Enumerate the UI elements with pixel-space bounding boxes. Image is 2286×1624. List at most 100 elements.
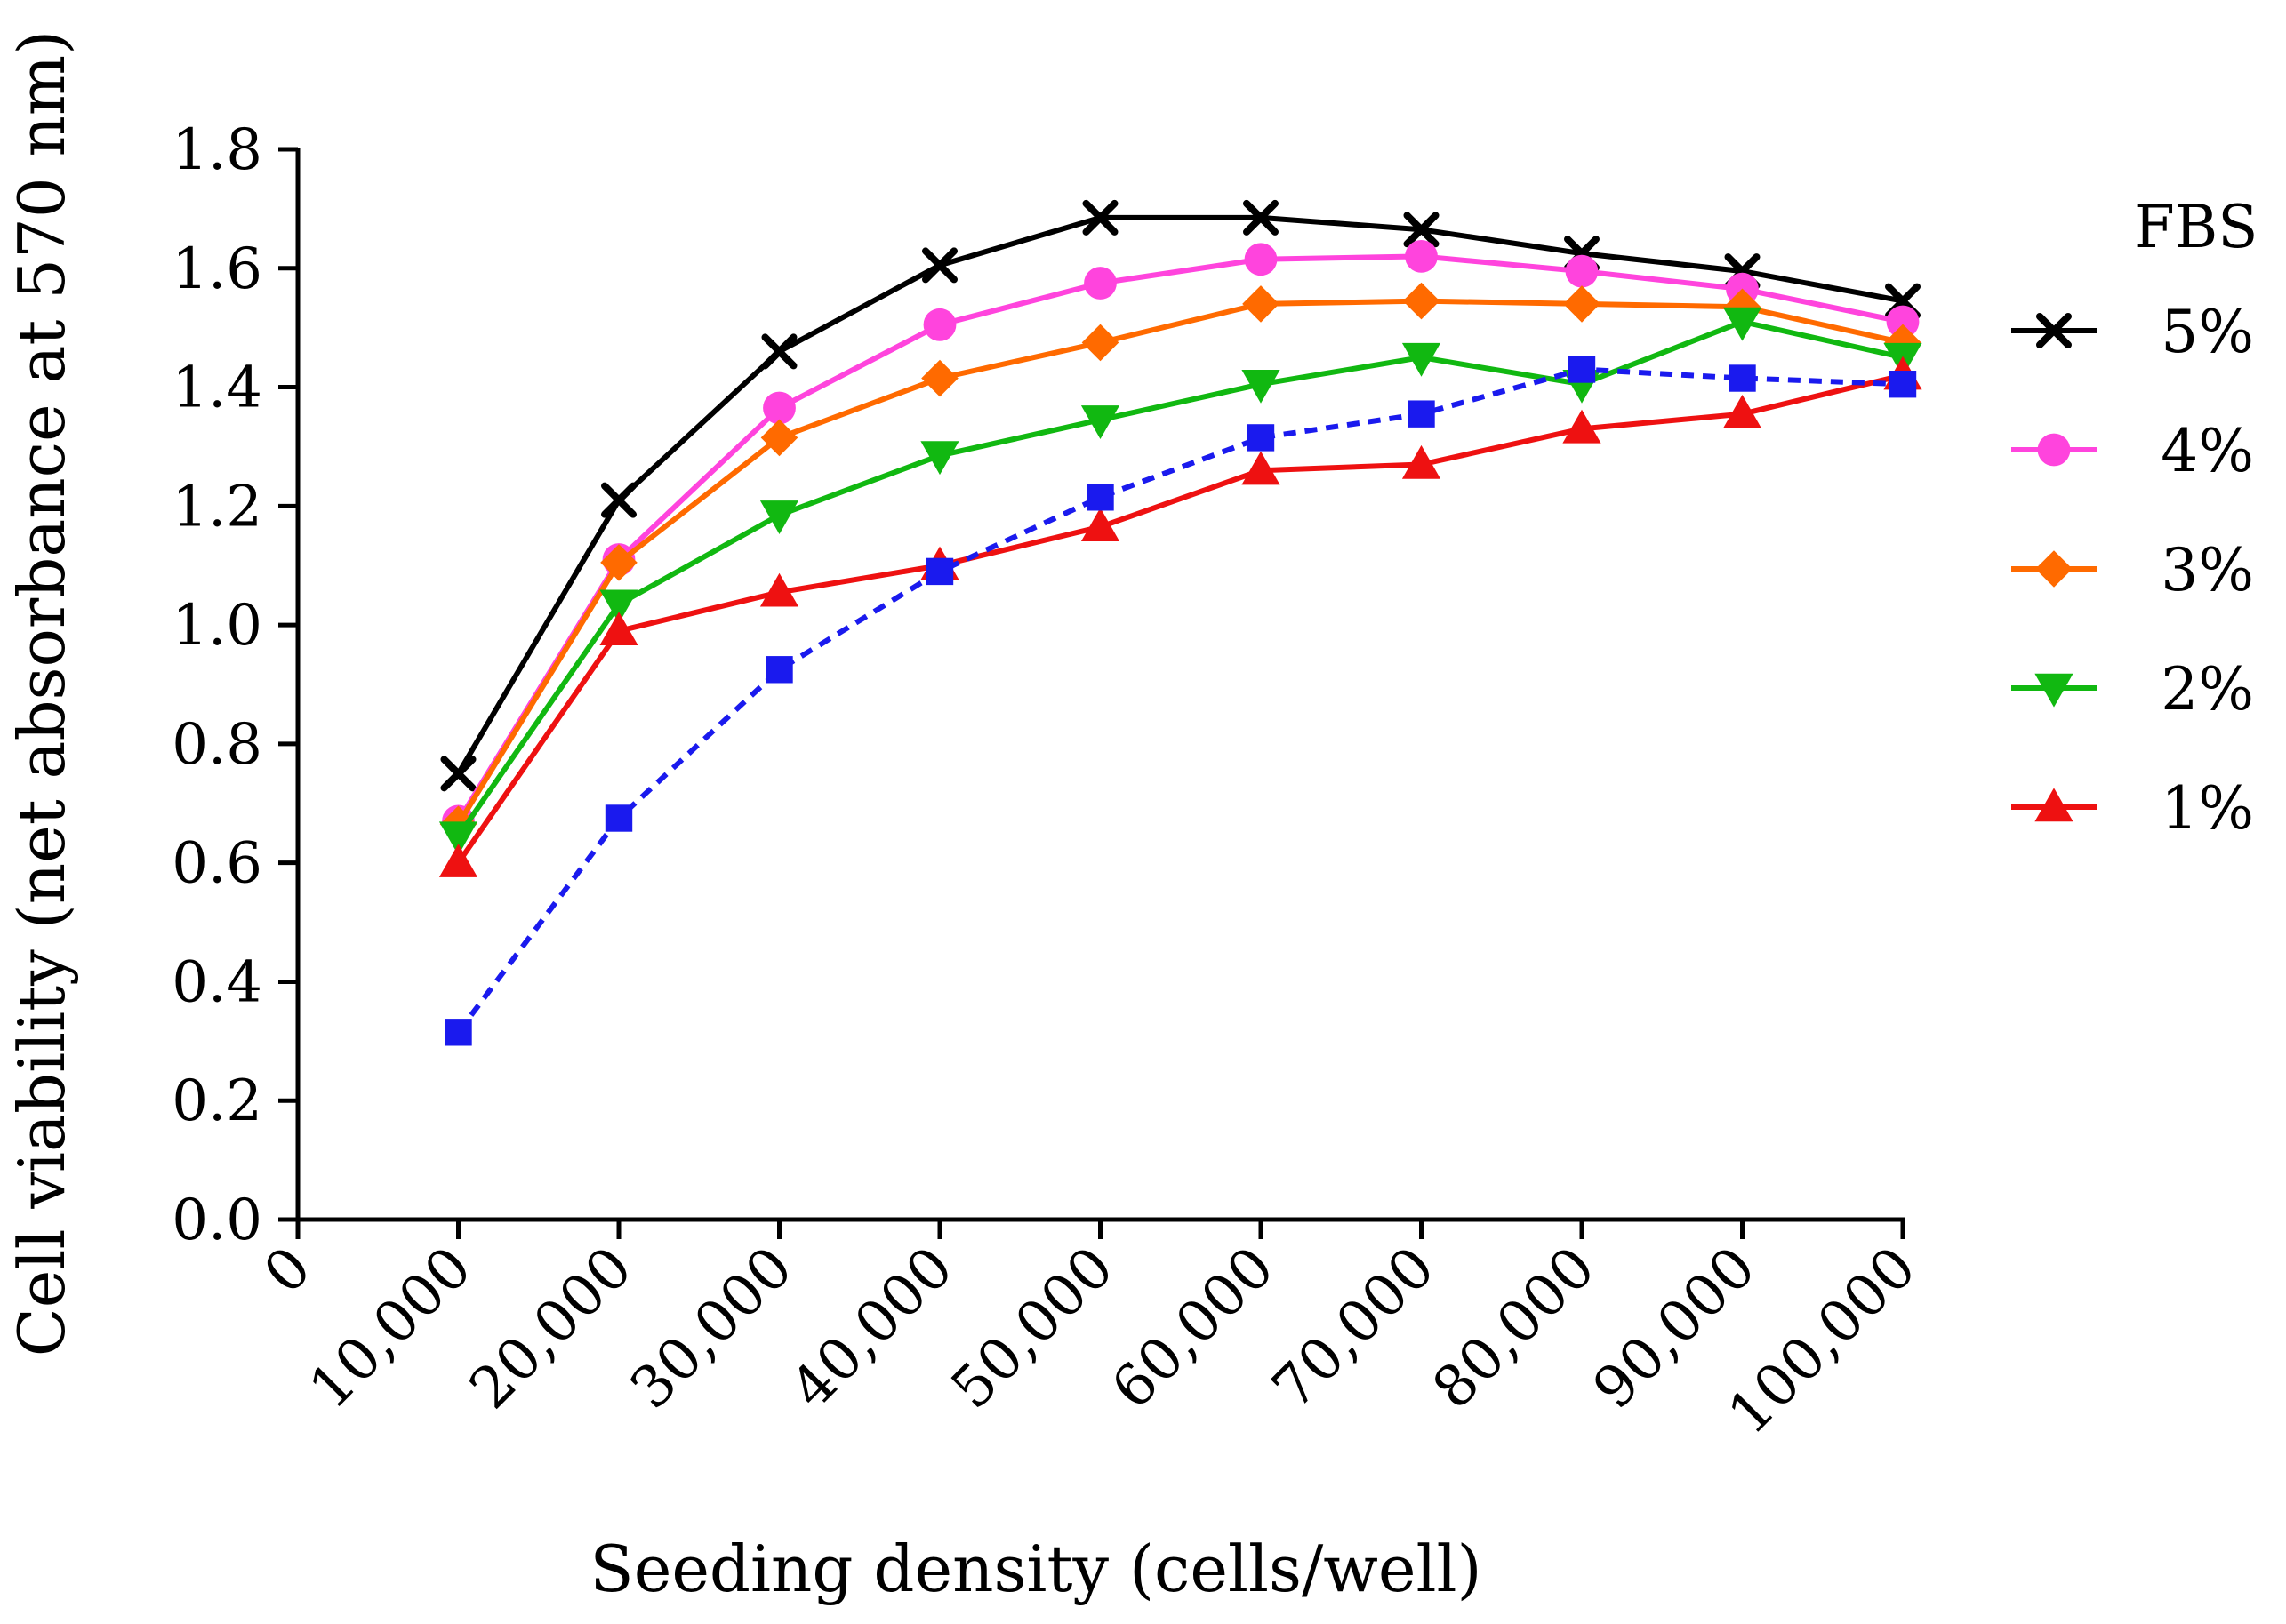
data-point xyxy=(1568,356,1596,383)
data-point xyxy=(1722,395,1762,428)
y-tick-label: 0.0 xyxy=(172,1188,262,1253)
x-tick-label: 0 xyxy=(252,1235,324,1307)
x-tick-label: 70,000 xyxy=(1260,1235,1448,1422)
x-tick-label: 80,000 xyxy=(1421,1235,1608,1422)
series-line xyxy=(456,372,1904,865)
data-point xyxy=(1886,305,1920,339)
data-point xyxy=(1243,199,1279,236)
legend-label: 2% xyxy=(2161,655,2254,724)
x-tick-label: 40,000 xyxy=(779,1235,967,1422)
data-point xyxy=(1244,243,1278,276)
data-point xyxy=(440,756,477,792)
series-unlabeled xyxy=(445,356,1917,1046)
y-axis-title: Cell viability (net absorbance at 570 nm… xyxy=(4,30,79,1357)
data-point-stroke xyxy=(1243,199,1279,236)
data-point xyxy=(1565,254,1599,288)
data-point xyxy=(1081,324,1119,362)
data-point xyxy=(445,1019,472,1046)
data-point xyxy=(1401,444,1441,479)
data-point-stroke xyxy=(601,482,637,518)
data-point xyxy=(2034,788,2073,822)
series-line xyxy=(455,253,1904,823)
legend-title: FBS xyxy=(2134,193,2258,261)
series-line xyxy=(456,319,1904,838)
series-layer xyxy=(438,199,1922,1046)
legend-label: 1% xyxy=(2161,774,2254,843)
series-line xyxy=(455,214,1904,775)
data-point xyxy=(2037,433,2071,467)
y-tick-label: 1.6 xyxy=(172,236,262,302)
data-point xyxy=(1082,199,1119,236)
x-tick-label: 10,000 xyxy=(297,1235,485,1422)
data-point xyxy=(759,500,799,534)
data-point xyxy=(2034,673,2073,708)
legend-item: 1% xyxy=(2011,774,2254,843)
data-point xyxy=(1247,424,1275,452)
series-line xyxy=(456,366,1904,1035)
data-point xyxy=(763,391,796,425)
data-point xyxy=(1242,285,1279,323)
data-point xyxy=(1241,451,1280,485)
x-axis-title: Seeding density (cells/well) xyxy=(590,1532,1481,1606)
axes-layer: 0.0 0.2 0.4 0.6 0.8 1.0 1.2 1.4 1.6 1.8 010,00020,… xyxy=(172,117,1929,1447)
data-point-stroke xyxy=(922,247,958,284)
data-point xyxy=(921,359,959,397)
y-tick-label: 0.4 xyxy=(172,949,262,1015)
data-point-stroke xyxy=(440,756,477,792)
data-point xyxy=(1241,370,1280,404)
series-2pct xyxy=(438,307,1922,856)
data-point-stroke xyxy=(1082,199,1119,236)
x-tick-label: 50,000 xyxy=(939,1235,1127,1422)
data-point xyxy=(760,419,798,457)
data-point-stroke xyxy=(761,333,798,370)
legend-item: 4% xyxy=(2011,417,2254,485)
legend-label: 4% xyxy=(2161,417,2254,485)
legend-item: 3% xyxy=(2011,536,2254,604)
data-point xyxy=(1563,285,1600,323)
data-point xyxy=(761,333,798,370)
x-tick-label: 30,000 xyxy=(618,1235,806,1422)
series-3pct xyxy=(439,282,1921,843)
y-tick-label: 0.2 xyxy=(172,1068,262,1134)
series-line xyxy=(455,298,1904,826)
y-tick-label: 1.4 xyxy=(172,356,262,421)
series-1pct xyxy=(438,356,1922,877)
data-point xyxy=(1729,364,1756,392)
legend-item: 5% xyxy=(2011,298,2254,366)
x-tick-label: 20,000 xyxy=(458,1235,646,1422)
data-point xyxy=(600,544,638,581)
y-tick-label: 1.2 xyxy=(172,474,262,540)
data-point xyxy=(1722,307,1762,341)
data-point xyxy=(438,844,478,877)
data-point xyxy=(1405,240,1438,273)
data-point xyxy=(599,612,638,645)
data-point xyxy=(2035,550,2073,588)
data-point xyxy=(1084,267,1117,300)
y-tick-label: 1.0 xyxy=(172,593,262,659)
data-point xyxy=(1087,484,1114,511)
data-point xyxy=(759,572,799,607)
series-4pct xyxy=(442,240,1920,838)
y-tick-label: 0.8 xyxy=(172,712,262,778)
data-point xyxy=(1889,371,1917,398)
data-point-stroke xyxy=(1403,212,1440,248)
data-point xyxy=(1080,405,1120,439)
data-point xyxy=(1080,508,1120,541)
data-point xyxy=(1402,282,1440,320)
data-point xyxy=(923,308,957,341)
legend-label: 5% xyxy=(2161,298,2254,366)
legend: 5% 4% 3% 2% 1% xyxy=(2011,298,2254,843)
legend-item: 2% xyxy=(2011,655,2254,724)
data-point xyxy=(1403,212,1440,248)
x-tick-label: 60,000 xyxy=(1100,1235,1287,1422)
data-point xyxy=(601,482,637,518)
data-point xyxy=(922,247,958,284)
data-point xyxy=(1401,342,1441,377)
data-point xyxy=(1408,400,1435,428)
data-point xyxy=(599,589,638,624)
legend-label: 3% xyxy=(2161,536,2254,604)
data-point xyxy=(926,557,954,586)
data-point xyxy=(605,804,633,832)
y-tick-label: 0.6 xyxy=(172,831,262,897)
